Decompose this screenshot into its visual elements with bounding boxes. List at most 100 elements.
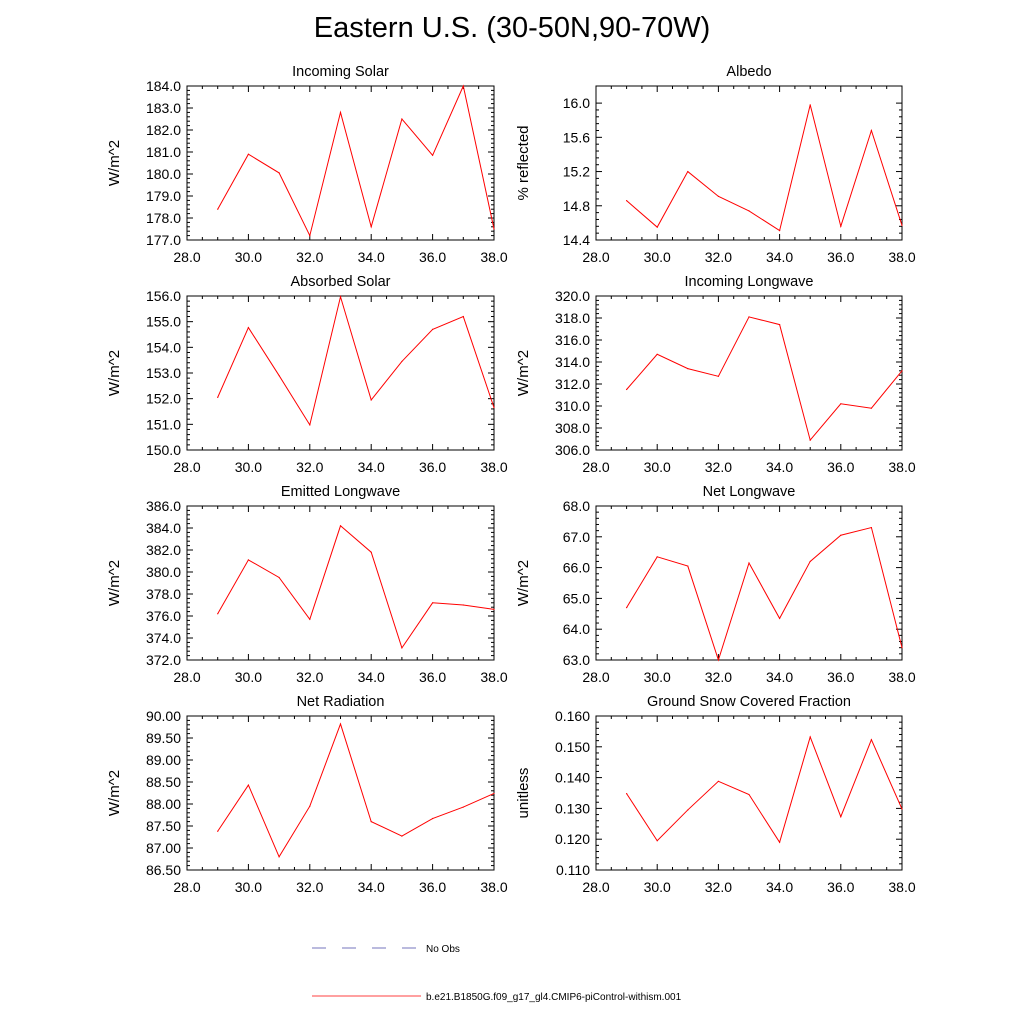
data-point bbox=[432, 154, 434, 156]
data-point bbox=[432, 328, 434, 330]
y-tick-label: 318.0 bbox=[555, 310, 590, 326]
data-point bbox=[809, 560, 811, 563]
data-point bbox=[779, 617, 781, 620]
data-point bbox=[370, 821, 372, 823]
x-tick-label: 34.0 bbox=[358, 249, 385, 265]
x-tick-label: 28.0 bbox=[582, 249, 609, 265]
series-line bbox=[626, 104, 903, 232]
x-tick-label: 38.0 bbox=[888, 669, 915, 685]
x-tick-label: 32.0 bbox=[296, 249, 323, 265]
x-tick-label: 36.0 bbox=[419, 879, 446, 895]
data-point bbox=[840, 225, 842, 227]
x-tick-label: 38.0 bbox=[480, 249, 507, 265]
data-point bbox=[309, 805, 311, 807]
data-point bbox=[401, 835, 403, 837]
y-tick-label: 152.0 bbox=[146, 391, 181, 407]
y-tick-label: 16.0 bbox=[563, 95, 590, 111]
panel-title: Absorbed Solar bbox=[291, 274, 391, 290]
x-tick-label: 38.0 bbox=[480, 459, 507, 475]
data-point bbox=[626, 200, 628, 202]
data-point bbox=[748, 562, 750, 564]
data-point bbox=[840, 403, 842, 405]
data-point bbox=[217, 396, 219, 398]
x-tick-label: 34.0 bbox=[358, 669, 385, 685]
x-tick-label: 32.0 bbox=[296, 669, 323, 685]
panel-emitted-longwave: 28.0 30.0 32.0 34.0 36.0 38.0 372.0 374.0 376.0 3… bbox=[106, 484, 508, 685]
y-tick-label: 178.0 bbox=[146, 210, 181, 226]
data-point bbox=[779, 841, 781, 843]
panel-ground-snow-covered-fraction: 28.0 30.0 32.0 34.0 36.0 38.0 0.110 0.120 0.130 0… bbox=[515, 694, 916, 895]
plot-frame bbox=[186, 505, 495, 661]
x-tick-label: 28.0 bbox=[173, 459, 200, 475]
y-tick-label: 306.0 bbox=[555, 442, 590, 458]
y-tick-label: 65.0 bbox=[563, 590, 590, 606]
y-tick-label: 380.0 bbox=[146, 564, 181, 580]
data-point bbox=[493, 407, 495, 409]
plot-frame bbox=[186, 715, 495, 871]
y-tick-label: 90.00 bbox=[146, 708, 181, 724]
y-tick-label: 177.0 bbox=[146, 232, 181, 248]
data-point bbox=[339, 296, 342, 298]
y-axis-label: % reflected bbox=[515, 125, 532, 200]
data-point bbox=[493, 608, 495, 611]
data-point bbox=[687, 368, 689, 370]
data-point bbox=[339, 111, 342, 113]
panel-title: Albedo bbox=[726, 64, 771, 80]
y-tick-label: 0.120 bbox=[555, 831, 590, 847]
data-point bbox=[656, 353, 658, 355]
y-tick-label: 312.0 bbox=[555, 376, 590, 392]
data-point bbox=[401, 118, 403, 120]
data-point bbox=[432, 817, 434, 820]
data-point bbox=[901, 808, 903, 810]
data-point bbox=[370, 551, 372, 553]
y-tick-label: 89.50 bbox=[146, 730, 181, 746]
data-point bbox=[809, 104, 811, 106]
series-line bbox=[217, 84, 495, 238]
data-point bbox=[687, 170, 689, 173]
y-axis-label: W/m^2 bbox=[106, 770, 123, 816]
series-line bbox=[217, 722, 495, 858]
x-tick-label: 32.0 bbox=[705, 669, 732, 685]
data-point bbox=[717, 780, 720, 782]
data-point bbox=[656, 840, 658, 842]
legend-entry: b.e21.B1850G.f09_g17_gl4.CMIP6-piControl… bbox=[312, 992, 682, 1003]
x-tick-label: 32.0 bbox=[705, 879, 732, 895]
y-tick-label: 320.0 bbox=[555, 288, 590, 304]
data-point bbox=[717, 195, 720, 197]
y-tick-label: 67.0 bbox=[563, 529, 590, 545]
data-point bbox=[278, 576, 280, 579]
y-axis-label: unitless bbox=[515, 768, 532, 819]
y-tick-label: 150.0 bbox=[146, 442, 181, 458]
data-point bbox=[717, 659, 720, 661]
data-point bbox=[278, 172, 280, 174]
y-tick-label: 87.00 bbox=[146, 840, 181, 856]
panel-incoming-solar: 28.0 30.0 32.0 34.0 36.0 38.0 177.0 178.0 179.0 1… bbox=[106, 64, 508, 265]
y-tick-label: 15.6 bbox=[563, 129, 590, 145]
x-tick-label: 36.0 bbox=[419, 249, 446, 265]
y-tick-label: 14.8 bbox=[563, 198, 590, 214]
x-tick-label: 32.0 bbox=[705, 459, 732, 475]
x-tick-label: 28.0 bbox=[582, 879, 609, 895]
y-tick-label: 155.0 bbox=[146, 314, 181, 330]
data-point bbox=[462, 315, 464, 318]
data-point bbox=[247, 153, 249, 155]
data-point bbox=[656, 226, 658, 228]
data-point bbox=[309, 618, 311, 620]
data-point bbox=[432, 602, 434, 604]
panel-title: Net Radiation bbox=[297, 694, 385, 710]
data-point bbox=[247, 784, 249, 786]
x-tick-label: 34.0 bbox=[766, 669, 793, 685]
y-tick-label: 0.160 bbox=[555, 708, 590, 724]
y-tick-label: 179.0 bbox=[146, 188, 181, 204]
panel-net-radiation: 28.0 30.0 32.0 34.0 36.0 38.0 86.50 87.00 87.50 8… bbox=[106, 694, 508, 895]
data-point bbox=[217, 208, 219, 210]
y-axis-label: W/m^2 bbox=[515, 350, 532, 396]
x-tick-label: 38.0 bbox=[888, 249, 915, 265]
data-point bbox=[493, 228, 495, 230]
y-tick-label: 374.0 bbox=[146, 630, 181, 646]
legend-label: No Obs bbox=[426, 944, 460, 955]
x-tick-label: 32.0 bbox=[296, 459, 323, 475]
plot-frame bbox=[595, 85, 903, 241]
data-point bbox=[401, 360, 403, 363]
legend-label: b.e21.B1850G.f09_g17_gl4.CMIP6-piControl… bbox=[426, 992, 682, 1003]
